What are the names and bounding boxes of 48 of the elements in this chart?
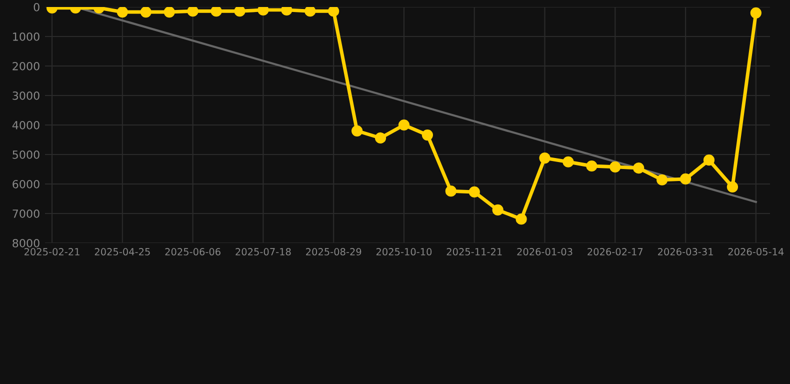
point	[210, 7, 222, 17]
x-tick-label: 2025-08-29	[306, 248, 362, 256]
x-tick-label: 2026-01-03	[517, 248, 572, 256]
y-tick-label: 4000	[12, 120, 40, 130]
point	[140, 7, 152, 18]
x-tick-label: 2026-02-17	[588, 248, 643, 256]
x-tick-label: 2026-05-14	[728, 248, 784, 256]
point	[656, 174, 668, 186]
x-tick-label: 2026-03-31	[658, 248, 713, 256]
y-tick-label: 3000	[12, 91, 40, 100]
point	[164, 7, 175, 18]
point	[116, 7, 128, 18]
point	[352, 125, 363, 136]
point	[445, 186, 456, 197]
x-tick-label: 2025-07-18	[236, 248, 291, 256]
point	[610, 161, 621, 172]
x-tick-label: 2025-02-21	[24, 248, 80, 256]
x-tick-label: 2025-04-25	[94, 248, 150, 256]
point	[680, 173, 692, 185]
point	[562, 156, 574, 168]
y-tick-label: 0	[34, 2, 40, 12]
point	[374, 132, 386, 144]
x-tick-label: 2025-11-21	[446, 248, 502, 256]
y-tick-label: 5000	[12, 150, 40, 159]
point	[187, 7, 198, 17]
point	[726, 181, 738, 193]
point	[258, 7, 269, 16]
y-tick-label: 2000	[12, 62, 40, 70]
point	[516, 214, 527, 225]
point	[234, 7, 246, 17]
y-tick-label: 7000	[12, 209, 40, 218]
y-tick-label: 6000	[12, 180, 40, 188]
point	[328, 7, 340, 17]
x-tick-label: 2025-06-06	[165, 248, 220, 256]
y-tick-label: 1000	[13, 32, 40, 41]
point	[703, 154, 715, 166]
point	[539, 152, 550, 164]
point	[750, 7, 762, 18]
point	[633, 162, 644, 174]
point	[281, 7, 292, 16]
point	[422, 129, 433, 141]
point	[492, 204, 504, 216]
point	[304, 7, 316, 17]
point	[586, 160, 598, 172]
point	[468, 186, 480, 198]
point	[398, 119, 410, 131]
y-tick-label: 8000	[12, 238, 40, 248]
x-tick-label: 2025-10-10	[376, 248, 432, 256]
